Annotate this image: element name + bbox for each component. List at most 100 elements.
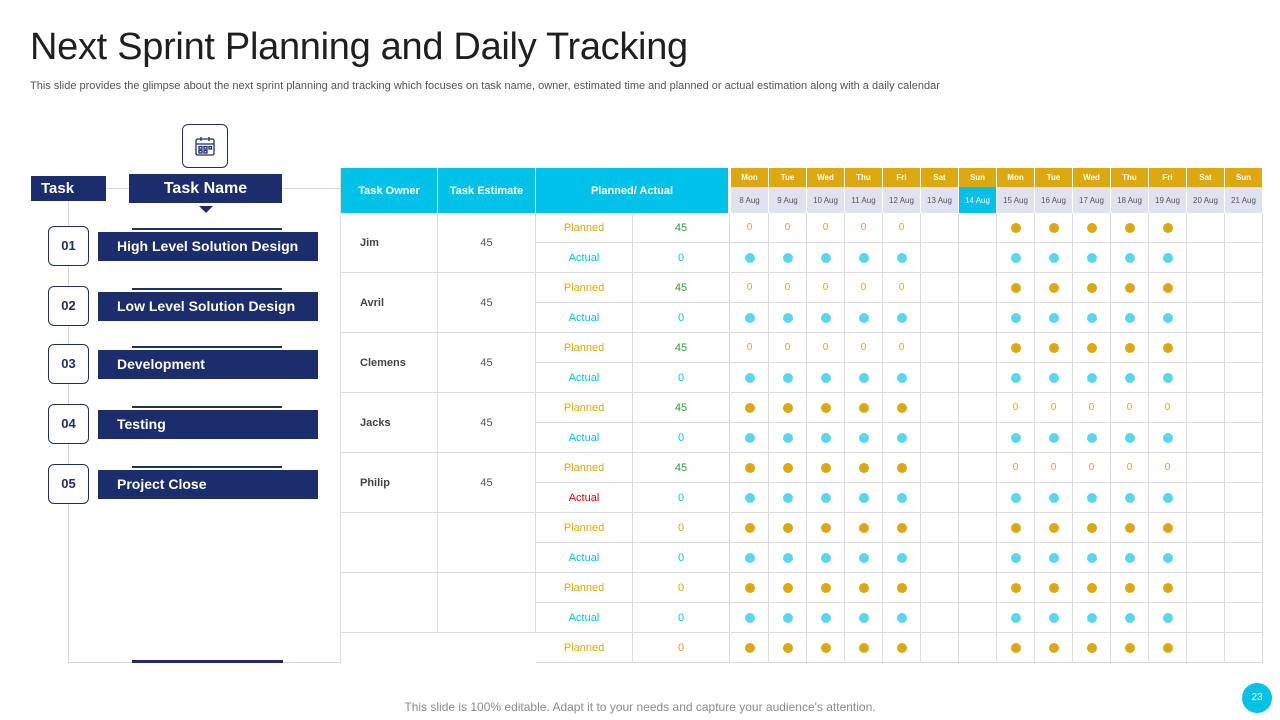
calendar-value: 0 xyxy=(807,273,845,303)
calendar-cell xyxy=(883,243,921,273)
planned-dot xyxy=(1010,222,1021,233)
day-header: Thu xyxy=(845,168,883,187)
calendar-cell xyxy=(921,363,959,393)
calendar-cell xyxy=(959,453,997,483)
planned-dot xyxy=(1162,342,1173,353)
calendar-cell xyxy=(883,513,921,543)
calendar-cell xyxy=(959,423,997,453)
actual-dot xyxy=(896,372,907,383)
actual-dot xyxy=(782,312,793,323)
calendar-cell xyxy=(1225,633,1263,663)
calendar-cell xyxy=(845,603,883,633)
planned-dot xyxy=(1124,222,1135,233)
calendar-value: 0 xyxy=(997,393,1035,423)
task-name: Testing xyxy=(98,410,318,439)
calendar-cell xyxy=(1149,423,1187,453)
day-header: Sat xyxy=(1187,168,1225,187)
planned-dot xyxy=(1124,342,1135,353)
calendar-cell xyxy=(731,453,769,483)
planned-dot xyxy=(820,582,831,593)
calendar-value: 0 xyxy=(845,273,883,303)
actual-dot xyxy=(820,552,831,563)
calendar-cell xyxy=(1073,633,1111,663)
actual-label: Actual xyxy=(536,363,633,393)
calendar-cell xyxy=(1035,423,1073,453)
calendar-value: 0 xyxy=(1149,453,1187,483)
calendar-cell xyxy=(1073,513,1111,543)
calendar-cell xyxy=(769,363,807,393)
estimation-value: 0 xyxy=(633,513,730,543)
actual-dot xyxy=(744,252,755,263)
calendar-cell xyxy=(1111,513,1149,543)
calendar-cell xyxy=(883,423,921,453)
calendar-cell xyxy=(1073,273,1111,303)
planned-label: Planned xyxy=(536,213,633,243)
header-task-estimate: Task Estimate xyxy=(438,168,536,213)
calendar-cell xyxy=(1111,303,1149,333)
task-estimate xyxy=(438,573,536,633)
actual-dot xyxy=(1162,372,1173,383)
date-header: 21 Aug xyxy=(1225,187,1263,213)
calendar-cell xyxy=(845,543,883,573)
calendar-value: 0 xyxy=(1035,453,1073,483)
planned-dot xyxy=(1086,282,1097,293)
calendar-cell xyxy=(1149,483,1187,513)
calendar-cell xyxy=(769,513,807,543)
planned-dot xyxy=(896,582,907,593)
actual-dot xyxy=(782,492,793,503)
actual-dot xyxy=(1086,432,1097,443)
planned-dot xyxy=(744,402,755,413)
actual-dot xyxy=(1048,432,1059,443)
calendar-value: 0 xyxy=(997,453,1035,483)
calendar-cell xyxy=(997,243,1035,273)
estimation-value: 0 xyxy=(633,573,730,603)
calendar-cell xyxy=(1073,573,1111,603)
page-number: 23 xyxy=(1242,683,1272,713)
calendar-cell xyxy=(997,483,1035,513)
calendar-cell xyxy=(1149,213,1187,243)
calendar-cell xyxy=(997,423,1035,453)
actual-label: Actual xyxy=(536,243,633,273)
planned-dot xyxy=(1010,342,1021,353)
actual-dot xyxy=(1124,312,1135,323)
task-header: Task xyxy=(31,176,106,201)
calendar-cell xyxy=(997,273,1035,303)
actual-dot xyxy=(820,372,831,383)
date-header: 13 Aug xyxy=(921,187,959,213)
calendar-cell xyxy=(731,303,769,333)
calendar-cell xyxy=(1111,213,1149,243)
actual-dot xyxy=(1048,312,1059,323)
calendar-cell xyxy=(959,633,997,663)
calendar-cell xyxy=(1035,213,1073,243)
estimation-value: 0 xyxy=(633,243,730,273)
calendar-cell xyxy=(1187,213,1225,243)
calendar-cell xyxy=(807,483,845,513)
footer-note: This slide is 100% editable. Adapt it to… xyxy=(404,700,876,714)
calendar-value: 0 xyxy=(807,333,845,363)
actual-dot xyxy=(820,312,831,323)
actual-dot xyxy=(896,432,907,443)
calendar-cell xyxy=(1073,333,1111,363)
calendar-cell xyxy=(959,363,997,393)
calendar-value: 0 xyxy=(883,273,921,303)
calendar-cell xyxy=(921,213,959,243)
calendar-cell xyxy=(1187,423,1225,453)
actual-dot xyxy=(1124,432,1135,443)
date-header: 12 Aug xyxy=(883,187,921,213)
calendar-cell xyxy=(921,393,959,423)
actual-dot xyxy=(1124,552,1135,563)
planned-dot xyxy=(782,402,793,413)
calendar-cell xyxy=(845,483,883,513)
calendar-cell xyxy=(1225,363,1263,393)
actual-dot xyxy=(1010,612,1021,623)
planned-dot xyxy=(1086,222,1097,233)
calendar-cell xyxy=(1187,603,1225,633)
calendar-cell xyxy=(769,453,807,483)
day-header: Tue xyxy=(1035,168,1073,187)
planned-dot xyxy=(1010,522,1021,533)
calendar-cell xyxy=(807,543,845,573)
actual-dot xyxy=(1086,612,1097,623)
calendar-cell xyxy=(845,243,883,273)
calendar-cell xyxy=(807,573,845,603)
calendar-cell xyxy=(1035,573,1073,603)
